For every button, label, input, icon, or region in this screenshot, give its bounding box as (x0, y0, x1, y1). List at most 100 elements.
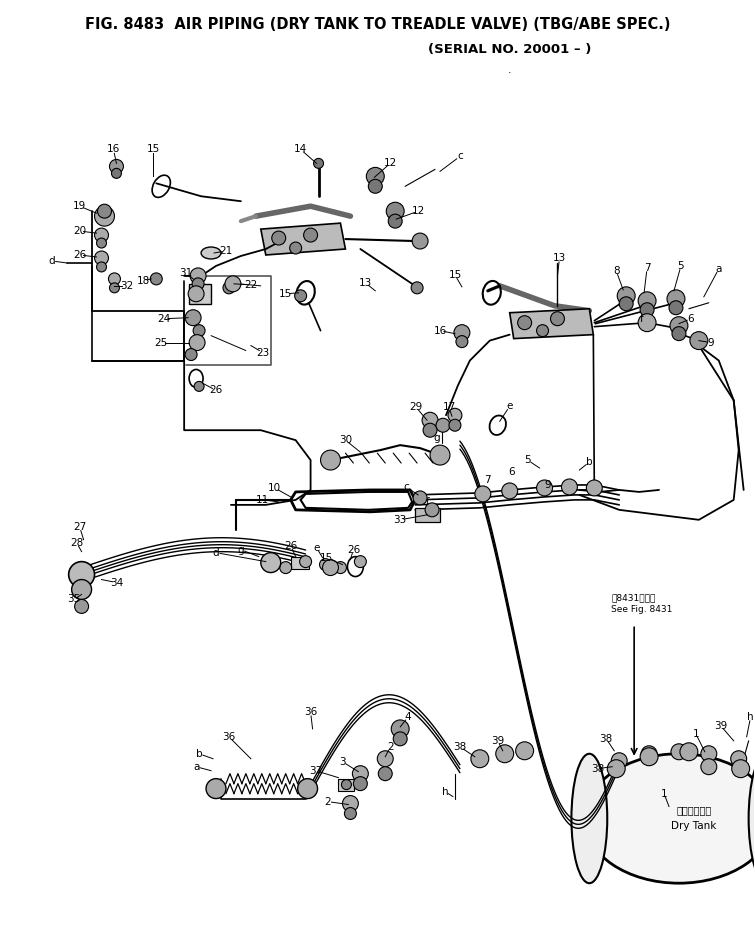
Text: 28: 28 (70, 538, 83, 547)
Circle shape (75, 600, 88, 613)
Text: 12: 12 (411, 207, 425, 216)
Text: a: a (716, 264, 722, 274)
Circle shape (279, 562, 291, 573)
Text: d: d (48, 256, 55, 266)
Text: 17: 17 (442, 403, 455, 412)
Text: c: c (403, 482, 409, 492)
Circle shape (550, 311, 565, 326)
Circle shape (436, 418, 450, 432)
Bar (189, 284, 211, 304)
Text: 1: 1 (692, 729, 699, 739)
Text: 20: 20 (73, 226, 86, 236)
Text: 9: 9 (707, 338, 714, 347)
Circle shape (334, 562, 347, 573)
Bar (291, 557, 309, 568)
Text: 16: 16 (107, 145, 120, 154)
Circle shape (423, 424, 437, 437)
Text: 8: 8 (613, 266, 620, 276)
Text: 21: 21 (220, 246, 233, 256)
Text: 2: 2 (387, 742, 393, 752)
Text: 22: 22 (244, 280, 257, 289)
Text: 33: 33 (393, 515, 407, 525)
Text: 15: 15 (320, 553, 333, 563)
Text: .: . (508, 65, 511, 75)
Circle shape (368, 179, 382, 193)
Circle shape (192, 278, 204, 289)
Circle shape (94, 207, 115, 227)
Text: 5: 5 (678, 261, 684, 271)
Circle shape (265, 557, 277, 568)
Circle shape (607, 760, 625, 778)
Circle shape (640, 303, 654, 317)
Bar (415, 507, 440, 522)
Text: 15: 15 (146, 145, 160, 154)
Text: d: d (213, 547, 219, 558)
Text: c: c (457, 151, 463, 162)
Circle shape (669, 301, 683, 315)
Circle shape (471, 750, 488, 767)
Circle shape (731, 751, 747, 766)
Ellipse shape (201, 247, 221, 259)
Circle shape (612, 753, 627, 768)
Circle shape (344, 807, 356, 820)
Text: 13: 13 (359, 278, 372, 288)
Text: 9: 9 (544, 480, 551, 490)
Circle shape (94, 251, 109, 265)
Circle shape (366, 168, 384, 186)
Polygon shape (510, 308, 593, 339)
Circle shape (393, 732, 407, 745)
Text: 36: 36 (304, 707, 317, 717)
Text: 6: 6 (688, 314, 694, 324)
Circle shape (304, 228, 318, 242)
Circle shape (194, 382, 204, 391)
Text: 10: 10 (268, 483, 282, 493)
Circle shape (587, 480, 602, 496)
Circle shape (97, 205, 112, 218)
Circle shape (260, 553, 281, 572)
Text: 34: 34 (109, 578, 123, 587)
Text: 26: 26 (347, 545, 360, 555)
Text: 25: 25 (155, 338, 168, 347)
Ellipse shape (584, 754, 755, 883)
Circle shape (185, 348, 197, 361)
Polygon shape (260, 223, 346, 255)
Circle shape (672, 327, 686, 341)
Circle shape (112, 169, 122, 178)
Circle shape (475, 486, 491, 502)
Circle shape (619, 297, 633, 310)
Circle shape (618, 287, 635, 305)
Circle shape (190, 268, 206, 284)
Circle shape (353, 777, 368, 790)
Circle shape (701, 745, 716, 762)
Text: (SERIAL NO. 20001 – ): (SERIAL NO. 20001 – ) (428, 44, 591, 56)
Ellipse shape (749, 754, 755, 883)
Text: 13: 13 (553, 253, 566, 263)
Circle shape (300, 556, 312, 567)
Text: 26: 26 (73, 250, 86, 260)
Text: 26: 26 (284, 541, 297, 550)
Text: 7: 7 (644, 263, 650, 273)
Text: 32: 32 (120, 281, 133, 291)
Text: 15: 15 (448, 270, 461, 280)
Circle shape (413, 491, 427, 505)
Circle shape (97, 238, 106, 248)
Text: 1: 1 (661, 788, 667, 799)
Text: 24: 24 (158, 314, 171, 324)
Text: b: b (586, 457, 593, 467)
Circle shape (109, 283, 119, 293)
Text: 12: 12 (384, 158, 397, 169)
Circle shape (353, 765, 368, 782)
Circle shape (150, 273, 162, 285)
Circle shape (456, 336, 468, 347)
Text: 26: 26 (209, 386, 223, 395)
Circle shape (671, 744, 687, 760)
Text: 11: 11 (256, 495, 270, 505)
Text: h: h (442, 786, 448, 797)
Circle shape (411, 282, 423, 294)
Circle shape (537, 325, 549, 337)
Circle shape (189, 335, 205, 350)
Circle shape (638, 314, 656, 331)
Text: 31: 31 (180, 268, 193, 278)
Text: 19: 19 (73, 201, 86, 211)
Text: h: h (747, 712, 754, 722)
